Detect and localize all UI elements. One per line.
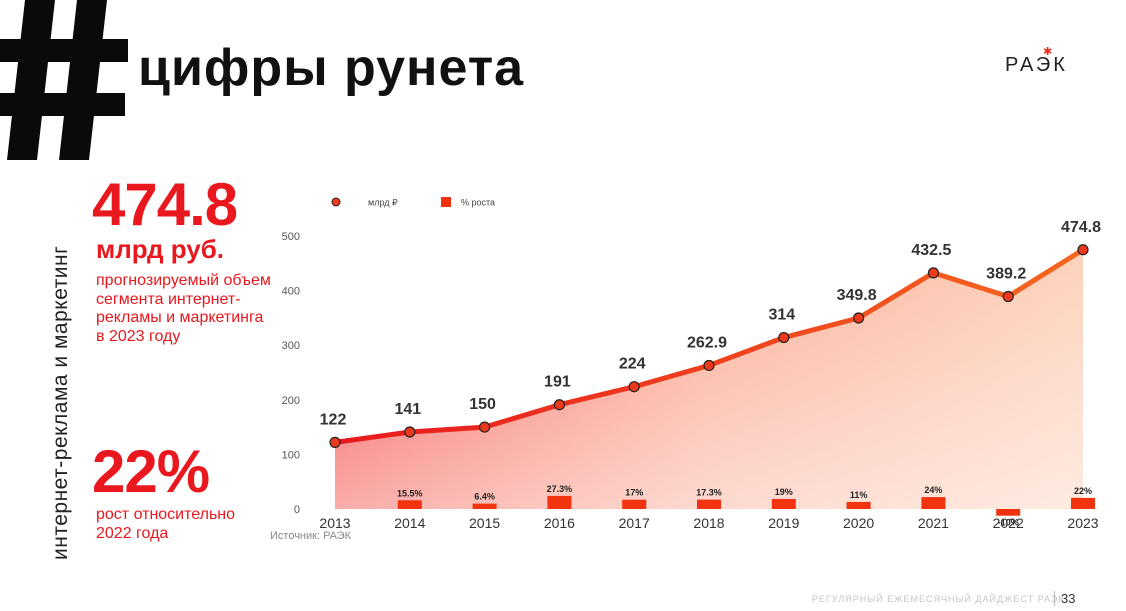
data-point: [778, 331, 790, 344]
data-point: [1077, 244, 1089, 256]
x-tick-label: 2016: [544, 515, 575, 531]
growth-bar: [771, 498, 796, 509]
x-tick-label: 2021: [918, 515, 949, 531]
growth-bar-label: 22%: [1074, 486, 1092, 496]
legend-line-marker: [331, 197, 341, 207]
data-value-label: 349.8: [837, 287, 877, 304]
x-tick-label: 2017: [619, 515, 650, 531]
legend-label-growth: % роста: [461, 198, 495, 208]
y-tick-label: 500: [282, 231, 300, 243]
page-number: 33: [1054, 591, 1075, 606]
data-value-label: 141: [394, 401, 421, 418]
data-value-label: 314: [768, 307, 795, 324]
data-value-label: 224: [619, 356, 646, 373]
source-note: Источник: РАЭК: [270, 530, 352, 542]
growth-bar-label: 24%: [924, 485, 942, 495]
x-tick-label: 2014: [394, 515, 425, 531]
growth-bar-label: 17.3%: [696, 488, 722, 498]
y-tick-label: 400: [282, 286, 300, 298]
logo-text: РАЭК: [1005, 54, 1068, 76]
y-tick-label: 100: [282, 449, 300, 461]
legend-bar-swatch: [441, 197, 451, 207]
growth-bar-label: 11%: [850, 490, 868, 500]
page-title: цифры рунета: [138, 39, 525, 97]
data-value-label: 150: [469, 396, 496, 413]
data-value-label: 389.2: [986, 265, 1026, 282]
growth-bar: [547, 495, 572, 509]
data-point: [1002, 290, 1014, 303]
growth-bar: [697, 499, 721, 509]
x-tick-label: 2022: [993, 515, 1024, 531]
data-value-label: 122: [320, 411, 347, 428]
growth-bar-label: 19%: [775, 487, 793, 497]
x-tick-label: 2020: [843, 515, 874, 531]
data-value-label: 432.5: [911, 242, 951, 259]
x-tick-label: 2015: [469, 515, 500, 531]
data-point: [852, 312, 865, 324]
growth-bar: [846, 501, 871, 509]
y-tick-label: 200: [282, 395, 300, 407]
growth-bar: [472, 503, 497, 509]
y-tick-label: 0: [294, 504, 300, 516]
logo-star-icon: ✱: [1043, 46, 1056, 58]
data-point: [927, 267, 940, 279]
growth-stat-description: рост относительно 2022 года: [96, 506, 236, 542]
main-stat-value: 474.8: [92, 171, 238, 238]
x-tick-label: 2019: [768, 515, 799, 531]
growth-bar-label: -10%: [998, 518, 1019, 528]
data-value-label: 474.8: [1061, 219, 1101, 236]
growth-bar: [996, 509, 1021, 516]
growth-bar: [397, 500, 422, 509]
x-tick-label: 2023: [1067, 515, 1098, 531]
legend-label-volume: млрд ₽: [368, 198, 398, 208]
growth-stat-value: 22%: [92, 438, 210, 505]
x-tick-label: 2018: [693, 515, 724, 531]
growth-bar-label: 27.3%: [547, 484, 573, 494]
growth-bar-label: 15.5%: [397, 488, 423, 498]
x-tick-label: 2013: [319, 515, 350, 531]
growth-bar: [1071, 497, 1095, 509]
growth-bar: [921, 497, 946, 509]
data-point: [479, 421, 491, 433]
raek-logo: РАЭК ✱: [1005, 46, 1068, 77]
y-tick-label: 300: [282, 340, 300, 352]
growth-bar-label: 6.4%: [474, 492, 495, 502]
growth-bar: [622, 499, 647, 509]
growth-bar-label: 17%: [625, 488, 643, 498]
area-fade: [335, 249, 1083, 509]
main-stat-unit: млрд руб.: [96, 234, 224, 264]
data-value-label: 191: [544, 374, 571, 391]
data-point: [703, 359, 715, 372]
footer-text: РЕГУЛЯРНЫЙ ЕЖЕМЕСЯЧНЫЙ ДАЙДЖЕСТ РАЭК: [812, 594, 1065, 604]
data-point: [628, 381, 640, 393]
data-point: [404, 426, 416, 438]
main-stat-description: прогнозируемый объем сегмента интернет-р…: [96, 272, 271, 345]
hash-icon: [0, 0, 128, 160]
data-point: [553, 399, 566, 411]
data-point: [329, 436, 341, 448]
data-value-label: 262.9: [687, 334, 727, 351]
